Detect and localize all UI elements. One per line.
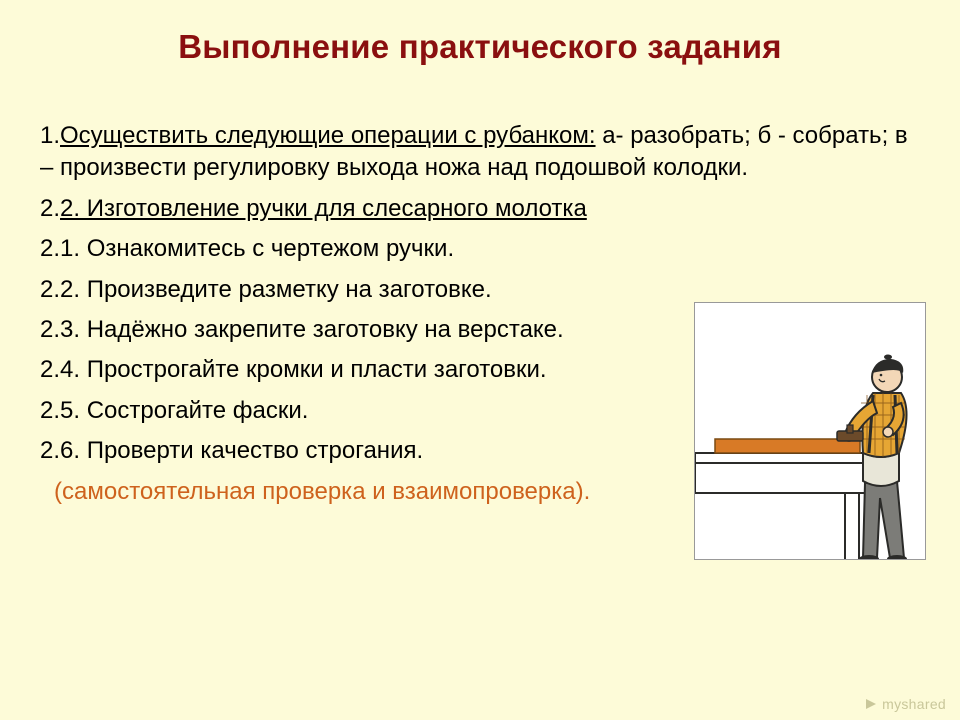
woodworker-icon xyxy=(695,303,926,560)
item2-prefix: 2. xyxy=(40,195,60,222)
task-item-1: 1.Осуществить следующие операции с рубан… xyxy=(40,120,920,185)
play-icon xyxy=(864,697,882,711)
slide-root: Выполнение практического задания 1.Осуще… xyxy=(0,0,960,720)
item1-underlined: Осуществить следующие операции с рубанко… xyxy=(60,122,596,149)
task-item-2: 2.2. Изготовление ручки для слесарного м… xyxy=(40,193,920,225)
item2-underlined: 2. Изготовление ручки для слесарного мол… xyxy=(60,195,587,222)
item1-prefix: 1. xyxy=(40,122,60,149)
page-title: Выполнение практического задания xyxy=(40,28,920,66)
task-item-2-1: 2.1. Ознакомитесь с чертежом ручки. xyxy=(40,233,920,265)
watermark-label: myshared xyxy=(882,696,946,712)
woodworker-illustration xyxy=(694,302,926,560)
watermark-text: myshared xyxy=(864,696,946,712)
